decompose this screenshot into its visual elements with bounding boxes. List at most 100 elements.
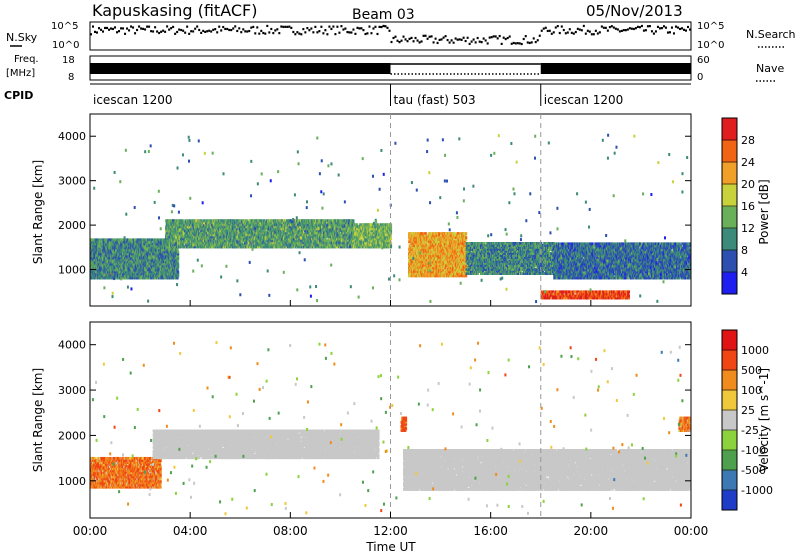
heatmap-cell (91, 264, 94, 268)
heatmap-cell (121, 266, 125, 270)
heatmap-cell (135, 240, 138, 244)
heatmap-cell (201, 239, 204, 243)
heatmap-cell (93, 252, 96, 256)
heatmap-cell (188, 227, 192, 231)
heatmap-cell (208, 219, 212, 223)
heatmap-cell (178, 235, 182, 239)
noise-sample (256, 26, 259, 29)
heatmap-cell (135, 260, 138, 264)
heatmap-cell (106, 248, 109, 252)
noise-sample (394, 35, 397, 38)
heatmap-cell (104, 274, 107, 278)
heatmap-cell (202, 219, 205, 223)
heatmap-cell (124, 258, 127, 262)
noise-sample (188, 32, 191, 35)
heatmap-cell (177, 237, 180, 241)
heatmap-cell (100, 246, 103, 250)
heatmap-cell (154, 246, 157, 250)
heatmap-cell (173, 268, 176, 272)
heatmap-cell (116, 242, 119, 246)
noise-sample (324, 29, 327, 32)
heatmap-cell (154, 250, 157, 254)
heatmap-cell (128, 240, 131, 244)
heatmap-cell (143, 242, 147, 246)
heatmap-cell (95, 248, 98, 252)
heatmap-cell (130, 260, 133, 264)
heatmap-cell (114, 254, 117, 258)
heatmap-cell (160, 246, 163, 250)
heatmap-cell (168, 221, 171, 225)
noise-sample (184, 31, 187, 34)
noise-sample (680, 27, 683, 30)
heatmap-cell (141, 274, 144, 278)
heatmap-cell (188, 243, 191, 247)
heatmap-cell (90, 250, 93, 254)
heatmap-cell (180, 219, 183, 223)
noise-sample (128, 29, 131, 32)
noise-sample (94, 30, 97, 33)
noise-sample (164, 30, 167, 33)
heatmap-cell (131, 262, 134, 266)
heatmap-cell (185, 235, 188, 239)
heatmap-cell (95, 256, 98, 260)
heatmap-cell (228, 233, 232, 237)
heatmap-cell (208, 229, 212, 233)
heatmap-cell (215, 235, 219, 239)
heatmap-cell (170, 268, 173, 272)
heatmap-cell (145, 268, 148, 272)
heatmap-cell (188, 233, 192, 237)
noise-sample (556, 25, 559, 28)
heatmap-cell (161, 276, 165, 280)
noise-sample (422, 34, 425, 37)
heatmap-cell (162, 268, 165, 272)
noise-sample (348, 31, 351, 34)
heatmap-cell (113, 256, 116, 260)
heatmap-cell (171, 229, 174, 233)
heatmap-cell (202, 221, 205, 225)
noise-sample (402, 35, 405, 38)
heatmap-cell (197, 223, 200, 227)
heatmap-cell (153, 272, 156, 276)
noise-sample (434, 37, 437, 40)
noise-sample (152, 30, 155, 33)
heatmap-cell (104, 248, 107, 252)
freq-tick-low: 8 (68, 72, 74, 83)
heatmap-cell (160, 272, 163, 276)
noise-sample (518, 42, 521, 45)
heatmap-cell (227, 227, 230, 231)
heatmap-cell (113, 246, 116, 250)
noise-sample (452, 41, 455, 44)
noise-sample (406, 40, 409, 43)
beam-title: Beam 03 (352, 7, 415, 23)
heatmap-cell (128, 238, 131, 242)
heatmap-cell (169, 266, 172, 270)
heatmap-cell (222, 219, 225, 223)
heatmap-cell (133, 246, 136, 250)
heatmap-cell (131, 256, 134, 260)
noise-sample (510, 42, 513, 45)
noise-sample (480, 41, 483, 44)
heatmap-cell (145, 260, 148, 264)
noise-sample (284, 25, 287, 28)
heatmap-cell (192, 225, 195, 229)
heatmap-cell (136, 268, 140, 272)
heatmap-cell (150, 250, 153, 254)
noise-sample (290, 26, 293, 30)
heatmap-cell (115, 250, 118, 254)
heatmap-cell (95, 244, 98, 248)
heatmap-cell (201, 243, 204, 247)
heatmap-cell (177, 225, 180, 229)
heatmap-cell (163, 240, 167, 244)
heatmap-cell (148, 266, 151, 270)
heatmap-cell (215, 245, 218, 249)
heatmap-cell (152, 274, 155, 278)
noise-sample (92, 25, 95, 28)
heatmap-cell (138, 266, 142, 270)
heatmap-cell (220, 243, 224, 247)
noise-sample (398, 41, 401, 44)
noise-sample (208, 29, 211, 32)
heatmap-cell (205, 231, 208, 235)
noise-sample (464, 39, 467, 43)
noise-sample (546, 29, 549, 33)
heatmap-cell (168, 248, 172, 252)
